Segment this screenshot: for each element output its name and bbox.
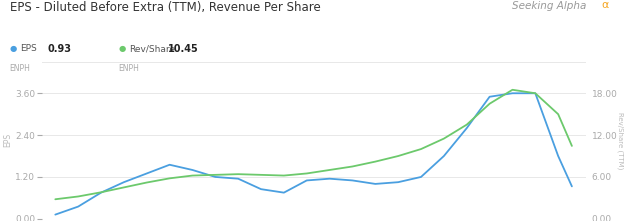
Text: α: α	[602, 0, 609, 10]
Text: EPS - Diluted Before Extra (TTM), Revenue Per Share: EPS - Diluted Before Extra (TTM), Revenu…	[10, 1, 321, 14]
Text: 10.45: 10.45	[168, 44, 199, 54]
Text: ENPH: ENPH	[10, 64, 31, 73]
Y-axis label: EPS: EPS	[3, 133, 12, 147]
Text: ●: ●	[118, 44, 125, 53]
Text: Seeking Alpha: Seeking Alpha	[512, 1, 586, 11]
Text: Rev/Share: Rev/Share	[129, 44, 175, 53]
Text: ENPH: ENPH	[118, 64, 140, 73]
Y-axis label: Rev/Share (TTM): Rev/Share (TTM)	[617, 112, 623, 169]
Text: ●: ●	[10, 44, 17, 53]
Text: 0.93: 0.93	[48, 44, 72, 54]
Text: EPS: EPS	[20, 44, 36, 53]
